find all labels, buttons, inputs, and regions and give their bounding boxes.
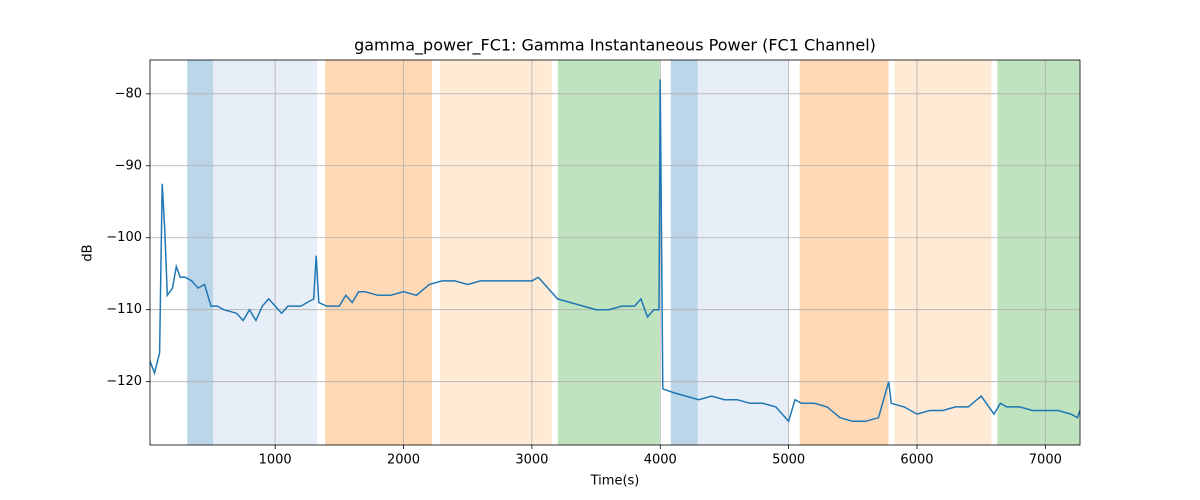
shaded-span	[799, 60, 889, 445]
shaded-span	[187, 60, 214, 445]
x-tick-label: 3000	[515, 453, 548, 468]
plot-frame	[149, 59, 1081, 446]
y-tick-label: −120	[106, 374, 142, 389]
x-tick-label: 2000	[387, 453, 420, 468]
y-tick-label: −110	[106, 302, 142, 317]
x-axis-label: Time(s)	[590, 474, 640, 489]
shaded-span	[213, 60, 318, 445]
y-tick-label: −100	[106, 230, 142, 245]
shaded-span	[670, 60, 698, 445]
chart-title: gamma_power_FC1: Gamma Instantaneous Pow…	[354, 36, 876, 56]
x-tick-label: 4000	[644, 453, 677, 468]
data-line	[150, 79, 1080, 423]
x-tick-label: 1000	[259, 453, 292, 468]
y-axis-label: dB	[81, 244, 96, 261]
shaded-span	[439, 60, 552, 445]
x-tick-label: 6000	[900, 453, 933, 468]
shaded-span	[325, 60, 433, 445]
shaded-span	[894, 60, 992, 445]
shaded-span	[997, 60, 1080, 445]
x-tick-label: 7000	[1029, 453, 1062, 468]
shaded-span	[697, 60, 789, 445]
y-tick-label: −80	[115, 86, 142, 101]
shaded-span	[557, 60, 660, 445]
x-tick-label: 5000	[772, 453, 805, 468]
y-tick-label: −90	[115, 158, 142, 173]
